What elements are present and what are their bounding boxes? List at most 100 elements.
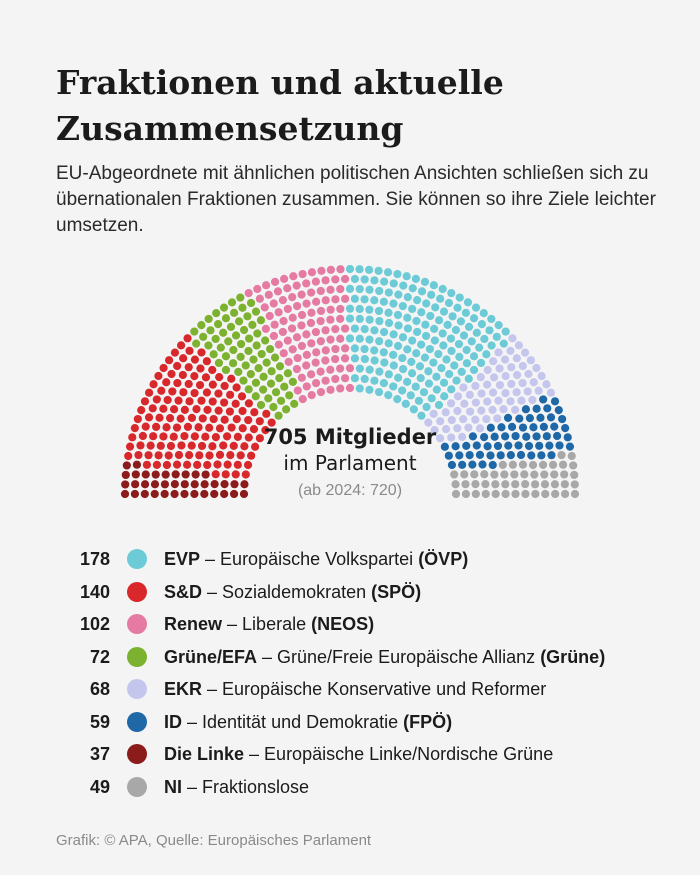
seat-die-linke xyxy=(170,480,179,489)
seat-die-linke xyxy=(130,489,140,499)
seat-id xyxy=(444,451,453,460)
seat-gr-ne-efa xyxy=(280,382,289,391)
seat-evp xyxy=(437,364,446,373)
seat-s-d xyxy=(201,432,210,441)
seat-renew xyxy=(331,354,340,364)
seat-evp xyxy=(447,346,456,356)
seat-s-d xyxy=(208,380,217,389)
seat-ni xyxy=(518,460,528,469)
seat-s-d xyxy=(233,432,242,441)
seat-s-d xyxy=(198,414,207,423)
seat-id xyxy=(525,414,535,423)
seat-evp xyxy=(452,376,461,385)
seat-renew xyxy=(283,284,292,293)
seat-evp xyxy=(384,339,393,348)
seat-evp xyxy=(345,264,355,274)
seat-evp xyxy=(434,349,443,359)
seat-ekr xyxy=(429,409,438,418)
seat-die-linke xyxy=(160,480,170,489)
seat-evp xyxy=(403,293,412,302)
seat-die-linke xyxy=(131,480,140,489)
seat-evp xyxy=(402,272,411,281)
seat-gr-ne-efa xyxy=(224,337,233,346)
seat-ni xyxy=(570,489,580,499)
seat-renew xyxy=(340,354,350,363)
seat-renew xyxy=(297,310,307,320)
seat-id xyxy=(554,406,563,415)
seat-s-d xyxy=(154,451,163,460)
seat-evp xyxy=(414,396,424,405)
seat-die-linke xyxy=(122,461,131,470)
seat-ekr xyxy=(494,396,503,405)
seat-ni xyxy=(548,460,558,469)
seat-s-d xyxy=(166,441,176,451)
seat-s-d xyxy=(134,450,143,460)
seat-evp xyxy=(416,374,425,383)
seat-renew xyxy=(244,288,253,298)
seat-gr-ne-efa xyxy=(256,400,266,410)
seat-evp xyxy=(345,304,355,313)
seat-renew xyxy=(297,290,306,299)
seat-evp xyxy=(370,346,379,355)
seat-s-d xyxy=(140,397,150,406)
seat-gr-ne-efa xyxy=(267,367,276,376)
seat-gr-ne-efa xyxy=(206,326,215,335)
seat-gr-ne-efa xyxy=(229,345,238,355)
seat-renew xyxy=(270,277,280,286)
seat-ekr xyxy=(488,388,498,397)
seat-ekr xyxy=(524,369,533,379)
seat-die-linke xyxy=(190,480,199,489)
seat-evp xyxy=(398,353,407,363)
seat-gr-ne-efa xyxy=(211,334,220,344)
seat-s-d xyxy=(155,413,164,422)
seat-evp xyxy=(350,344,359,353)
seat-evp xyxy=(360,325,369,334)
seat-evp xyxy=(464,374,473,383)
seat-die-linke xyxy=(201,470,210,479)
seat-s-d xyxy=(168,387,177,396)
seat-gr-ne-efa xyxy=(219,328,228,337)
seat-gr-ne-efa xyxy=(234,367,243,376)
seat-id xyxy=(483,442,492,451)
seat-renew xyxy=(316,337,325,346)
seat-ni xyxy=(570,480,579,489)
seat-s-d xyxy=(251,442,260,451)
seat-renew xyxy=(302,299,311,308)
seat-ekr xyxy=(534,386,543,395)
seat-die-linke xyxy=(170,489,179,499)
seat-evp xyxy=(355,384,364,393)
seat-evp xyxy=(463,298,473,307)
seat-id xyxy=(550,422,559,431)
seat-id xyxy=(522,432,531,441)
seat-evp xyxy=(439,341,448,350)
seat-gr-ne-efa xyxy=(238,303,247,312)
seat-id xyxy=(527,451,536,460)
seat-die-linke xyxy=(190,489,199,499)
seat-evp xyxy=(370,276,379,285)
seat-evp xyxy=(393,310,403,320)
seat-id xyxy=(480,433,489,442)
chart-title: Fraktionen und aktuelle Zusammensetzung xyxy=(56,63,504,148)
legend-dot-icon xyxy=(127,549,147,569)
seat-s-d xyxy=(173,378,182,388)
seat-gr-ne-efa xyxy=(248,320,257,330)
seat-ekr xyxy=(447,399,456,408)
seat-ekr xyxy=(495,364,504,373)
legend-count: 72 xyxy=(89,646,110,667)
seat-renew xyxy=(336,384,345,393)
seat-evp xyxy=(360,374,369,384)
seat-renew xyxy=(331,344,340,354)
seat-renew xyxy=(307,339,316,348)
seat-evp xyxy=(365,285,374,294)
seat-s-d xyxy=(247,451,256,460)
seat-renew xyxy=(326,315,335,324)
seat-evp xyxy=(434,400,444,410)
seat-die-linke xyxy=(220,480,229,489)
seat-evp xyxy=(469,352,479,361)
seat-s-d xyxy=(125,442,135,451)
seat-id xyxy=(507,422,517,431)
seat-s-d xyxy=(170,348,180,357)
seat-s-d xyxy=(179,388,188,397)
seat-evp xyxy=(427,290,436,299)
seat-ni xyxy=(538,460,548,469)
